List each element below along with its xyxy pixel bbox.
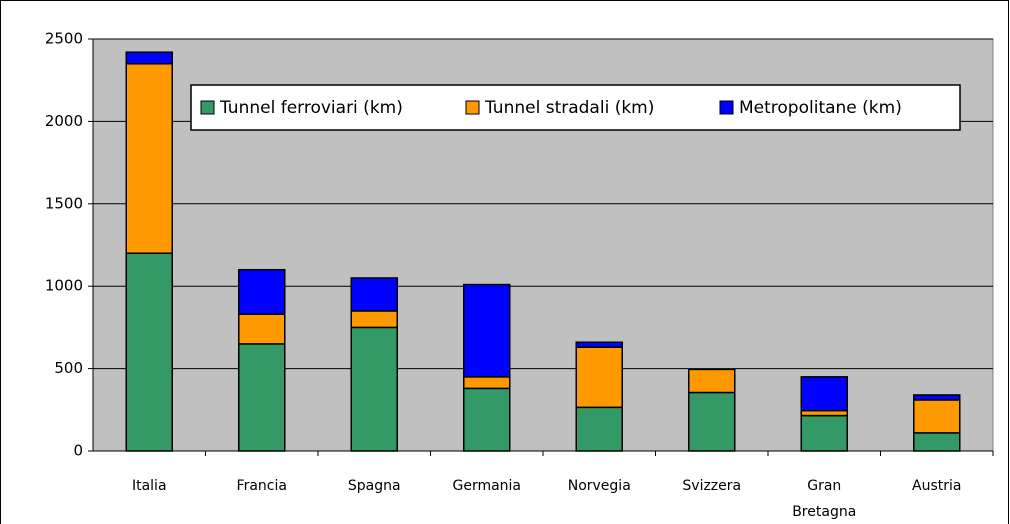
bar-segment bbox=[238, 343, 286, 452]
bar-segment bbox=[125, 252, 173, 452]
x-tick-label: Norvegia bbox=[567, 478, 631, 494]
legend-label: Tunnel stradali (km) bbox=[484, 98, 654, 118]
bar-segment bbox=[575, 406, 623, 452]
legend-swatch bbox=[200, 100, 215, 115]
bar-segment bbox=[913, 432, 961, 452]
x-tick-label: Francia bbox=[236, 478, 287, 494]
legend-box bbox=[190, 84, 961, 131]
x-tick-label: Gran Bretagna bbox=[792, 478, 857, 520]
x-tick-label: Svizzera bbox=[682, 478, 742, 494]
x-tick-label: Austria bbox=[912, 478, 962, 494]
y-tick-label: 2500 bbox=[45, 30, 83, 48]
bar-segment bbox=[575, 346, 623, 409]
bar-segment bbox=[125, 62, 173, 254]
bar-segment bbox=[463, 283, 511, 378]
bar-segment bbox=[688, 368, 736, 394]
bar-segment bbox=[688, 391, 736, 452]
bar-segment bbox=[125, 51, 173, 65]
y-tick-label: 500 bbox=[54, 359, 83, 377]
bar-segment bbox=[463, 376, 511, 390]
bar-segment bbox=[350, 326, 398, 452]
bar-segment bbox=[350, 310, 398, 329]
x-tick-label: Italia bbox=[131, 478, 167, 494]
y-tick-label: 1000 bbox=[45, 277, 83, 295]
bar-segment bbox=[800, 414, 848, 452]
bar-segment bbox=[350, 277, 398, 312]
x-tick-label: Spagna bbox=[347, 478, 401, 494]
y-tick-label: 1500 bbox=[45, 194, 83, 212]
bar-segment bbox=[238, 313, 286, 345]
x-tick-label: Germania bbox=[452, 478, 522, 494]
legend-label: Tunnel ferroviari (km) bbox=[219, 98, 403, 118]
bar-segment bbox=[913, 399, 961, 434]
y-tick-label: 0 bbox=[73, 442, 83, 460]
bar-segment bbox=[238, 268, 286, 315]
y-tick-label: 2000 bbox=[45, 112, 83, 130]
legend-swatch bbox=[465, 100, 480, 115]
bar-segment bbox=[463, 387, 511, 452]
legend-label: Metropolitane (km) bbox=[739, 98, 902, 118]
legend-swatch bbox=[719, 100, 734, 115]
bar-segment bbox=[800, 376, 848, 412]
bar-segment bbox=[913, 394, 961, 401]
bar-segment bbox=[575, 341, 623, 348]
